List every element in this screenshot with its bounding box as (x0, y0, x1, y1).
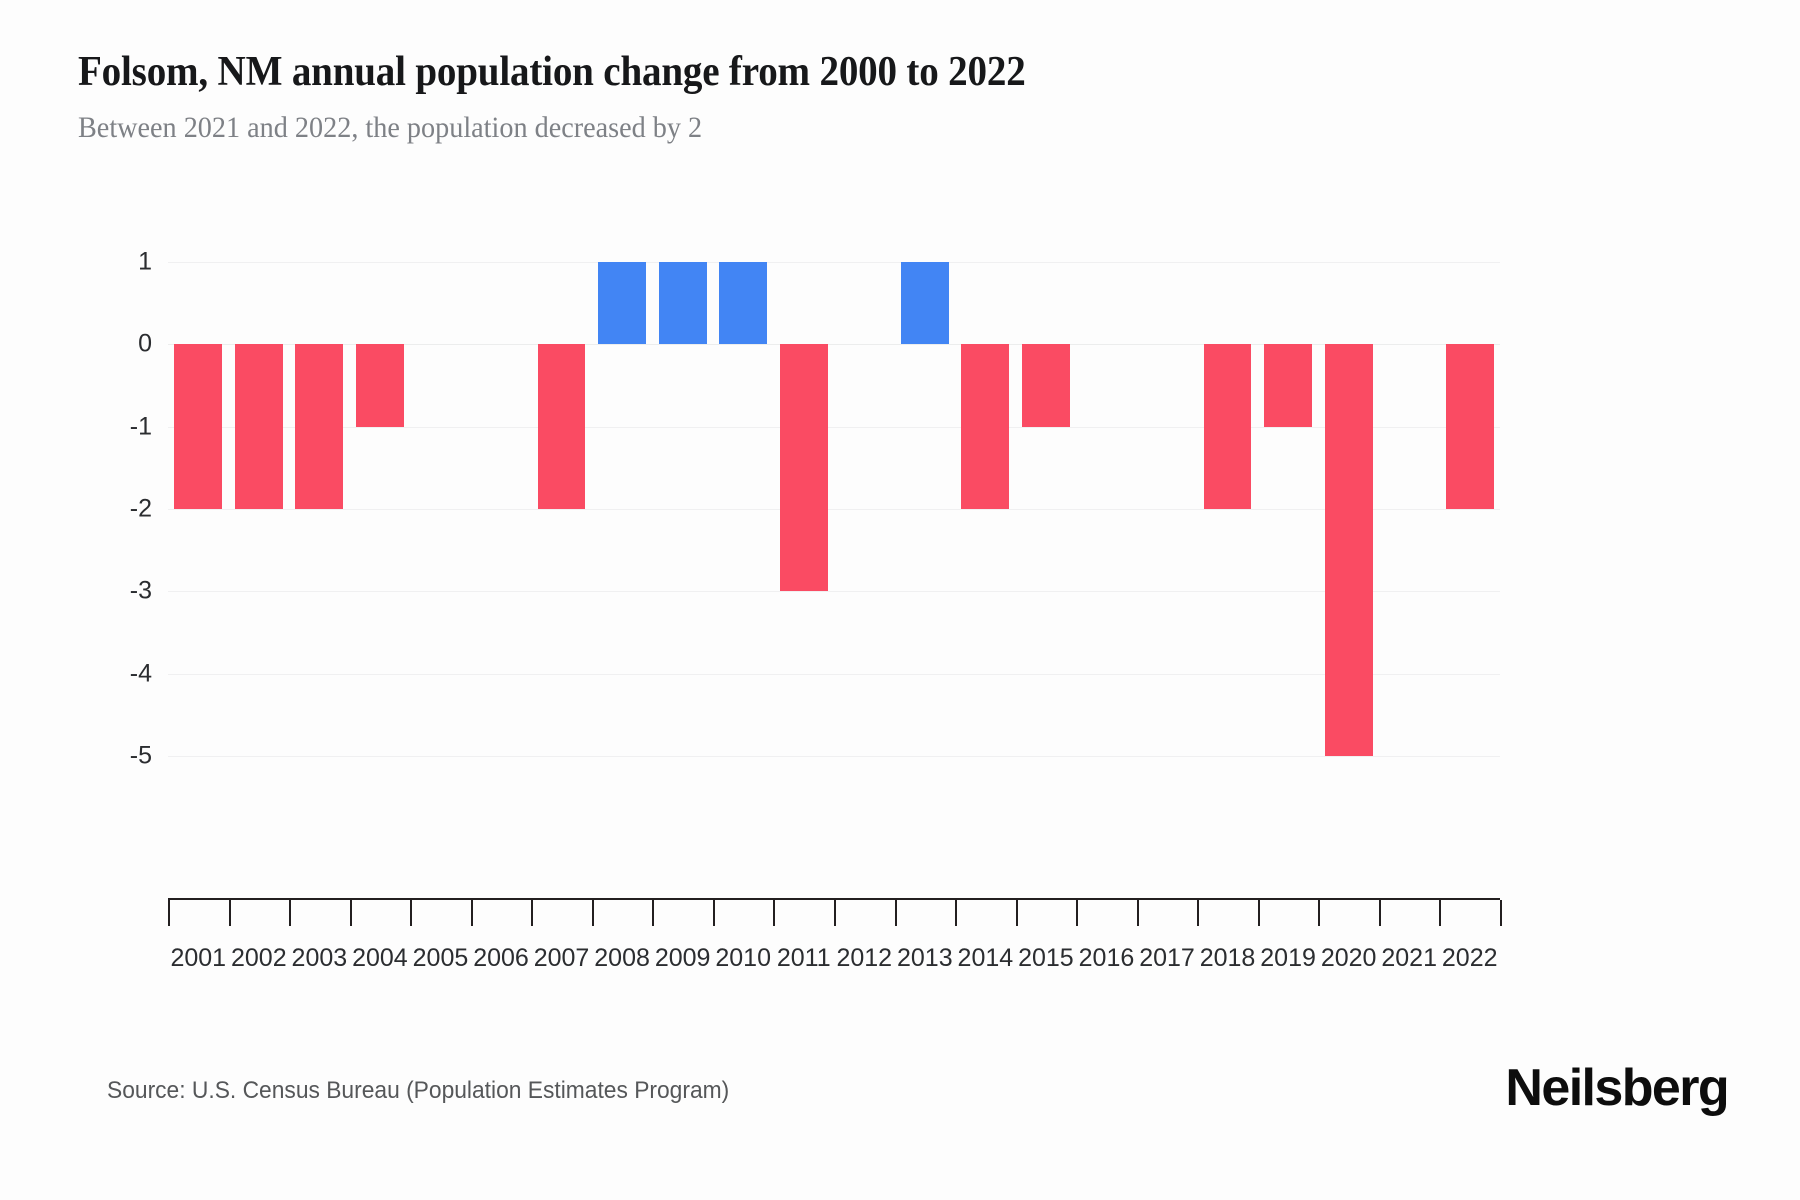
x-axis-tick-label: 2019 (1260, 944, 1316, 972)
x-axis-tick (1378, 900, 1381, 926)
x-axis-tick-label: 2016 (1078, 944, 1135, 972)
bar-2001[interactable] (174, 344, 223, 509)
x-axis-line (168, 898, 1500, 900)
y-axis-tick-label: 0 (138, 329, 152, 358)
x-axis-tick (349, 900, 352, 926)
x-axis-tick-label: 2005 (412, 944, 469, 972)
x-axis-tick (1500, 900, 1502, 926)
x-axis-tick-label: 2008 (594, 944, 650, 972)
x-axis-tick-label: 2012 (836, 944, 893, 972)
x-axis-tick (773, 900, 776, 926)
brand-logo: Neilsberg (1505, 1059, 1729, 1117)
x-axis-tick (470, 900, 473, 926)
bar-2020[interactable] (1324, 344, 1373, 756)
bar-2010[interactable] (719, 262, 768, 345)
x-axis-tick (712, 900, 715, 926)
x-axis-tick (410, 900, 413, 926)
x-axis-tick (1076, 900, 1079, 926)
bar-2008[interactable] (598, 262, 646, 345)
x-axis-tick (531, 900, 534, 926)
x-axis-tick (652, 900, 655, 926)
y-axis-tick-label: -2 (129, 494, 152, 523)
x-axis-tick (1257, 900, 1260, 926)
gridline (168, 591, 1500, 593)
x-axis-tick (289, 900, 292, 926)
gridline (168, 262, 1500, 263)
bar-2015[interactable] (1021, 344, 1070, 427)
chart-header: Folsom, NM annual population change from… (78, 48, 1718, 146)
x-axis-tick (591, 900, 594, 926)
x-axis-tick-label: 2020 (1320, 944, 1377, 972)
bar-2013[interactable] (900, 262, 949, 345)
x-axis-tick-label: 2006 (473, 944, 529, 972)
x-axis-tick-label: 2021 (1381, 944, 1437, 972)
y-axis-tick-label: 1 (138, 247, 152, 276)
y-axis-tick-label: -5 (129, 741, 152, 770)
bar-2014[interactable] (961, 344, 1010, 509)
gridline (168, 344, 1500, 346)
bar-2011[interactable] (779, 344, 828, 592)
bar-2018[interactable] (1203, 344, 1252, 509)
bar-2007[interactable] (537, 344, 586, 509)
x-axis-tick (894, 900, 897, 926)
source-note: Source: U.S. Census Bureau (Population E… (107, 1077, 730, 1104)
x-axis-tick-label: 2017 (1139, 944, 1195, 972)
x-axis-tick-label: 2002 (231, 944, 287, 972)
x-axis-tick-label: 2015 (1018, 944, 1074, 972)
gridline (168, 426, 1500, 428)
y-axis-tick-label: -1 (129, 412, 152, 441)
x-axis-tick (1318, 900, 1321, 926)
x-axis-tick (834, 900, 836, 926)
y-axis-tick-label: -4 (129, 659, 152, 688)
bar-2004[interactable] (355, 344, 404, 427)
page-subtitle: Between 2021 and 2022, the population de… (78, 111, 703, 145)
gridline (168, 509, 1500, 510)
x-axis-tick (1136, 900, 1139, 926)
gridline (168, 673, 1500, 675)
x-axis-tick-label: 2001 (170, 944, 227, 972)
y-axis-tick-label: -3 (129, 576, 152, 605)
x-axis-tick-label: 2014 (957, 944, 1014, 972)
x-axis-tick-label: 2022 (1441, 944, 1498, 972)
x-axis-tick-label: 2018 (1199, 944, 1256, 972)
x-axis-tick-label: 2010 (715, 944, 771, 972)
gridline (168, 756, 1500, 757)
x-axis-tick-label: 2011 (776, 944, 831, 972)
page-title: Folsom, NM annual population change from… (78, 49, 1026, 95)
x-axis-tick (168, 900, 170, 926)
x-axis-tick (955, 900, 958, 926)
bar-2019[interactable] (1264, 344, 1312, 427)
bar-2003[interactable] (295, 344, 344, 509)
x-axis-tick-label: 2007 (533, 944, 590, 972)
bar-2002[interactable] (234, 344, 283, 509)
x-axis-tick (1015, 900, 1018, 926)
x-axis-tick-label: 2013 (897, 944, 953, 972)
x-axis-tick (228, 900, 231, 926)
x-axis-tick-label: 2009 (654, 944, 711, 972)
bars-group (168, 0, 1500, 1200)
x-axis-tick (1197, 900, 1200, 926)
bar-2009[interactable] (658, 262, 707, 345)
x-axis-tick (1439, 900, 1442, 926)
x-axis-tick-label: 2003 (291, 944, 348, 972)
bar-2022[interactable] (1445, 344, 1494, 509)
x-axis-tick-label: 2004 (352, 944, 408, 972)
